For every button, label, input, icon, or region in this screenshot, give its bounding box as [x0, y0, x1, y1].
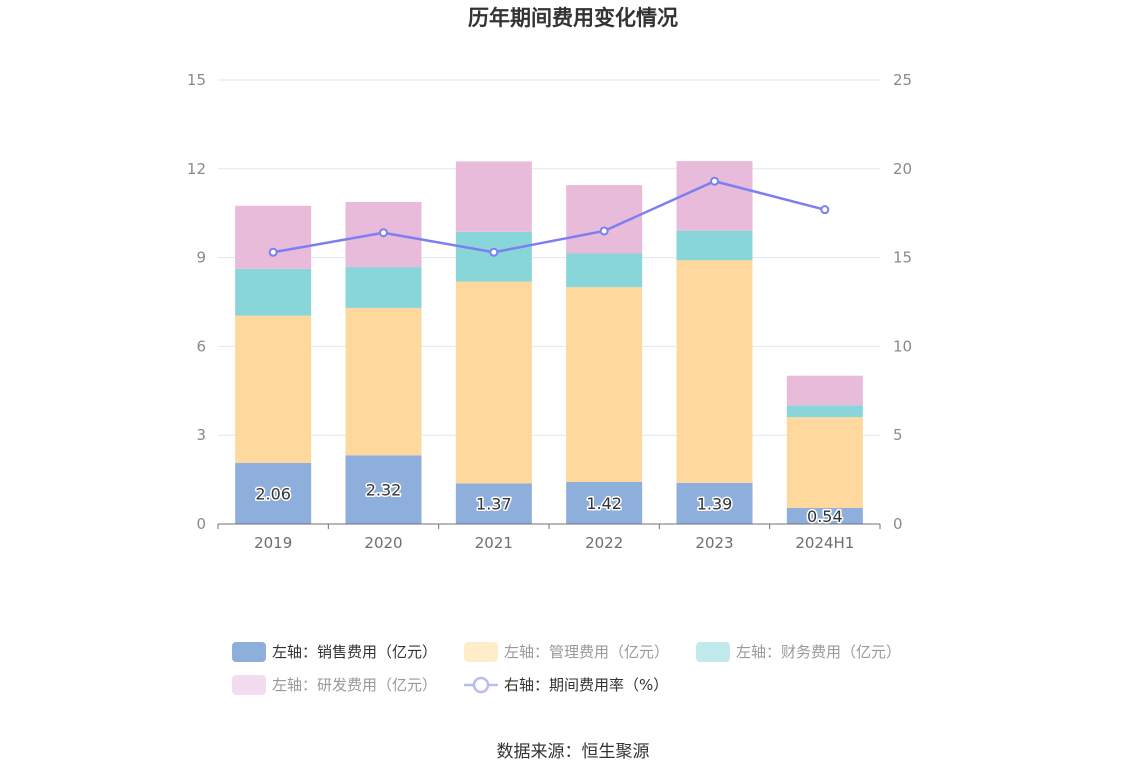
bar-series	[235, 161, 863, 524]
bar-segment	[235, 463, 312, 524]
bar-segment	[566, 287, 643, 482]
y-left-tick-label: 6	[196, 337, 206, 355]
y-right-tick-label: 15	[893, 249, 912, 267]
x-axis-ticks: 2019 2020 2021 2022 2023 2024H1	[217, 524, 881, 552]
x-tick-label: 2024H1	[795, 534, 854, 552]
bar-data-label: 2.32	[366, 481, 402, 500]
y-axis-right-ticks: 0 5 10 15 20 25	[893, 71, 912, 533]
bar-segment	[566, 253, 643, 288]
line-point	[489, 247, 499, 257]
line-point	[710, 176, 719, 186]
legend-label: 左轴：销售费用（亿元）	[272, 643, 437, 661]
y-right-tick-label: 25	[893, 71, 912, 89]
bar-segment	[455, 483, 532, 524]
bar-segment	[676, 260, 753, 483]
bar-data-label: 1.39	[697, 494, 733, 513]
legend-label: 左轴：研发费用（亿元）	[272, 676, 437, 694]
legend-swatch	[464, 642, 498, 662]
bar-data-label: 1.42	[586, 494, 622, 513]
x-tick-label: 2019	[254, 534, 292, 552]
y-left-tick-label: 9	[196, 249, 206, 267]
bar-segment	[786, 417, 863, 509]
bar-data-label: 1.37	[476, 495, 512, 514]
y-left-tick-label: 12	[187, 160, 206, 178]
bar-segment	[455, 161, 532, 232]
legend-swatch	[696, 642, 730, 662]
y-right-tick-label: 10	[893, 337, 912, 355]
bar-segment	[455, 281, 532, 484]
bar-data-label: 0.54	[807, 507, 843, 526]
chart-title: 历年期间费用变化情况	[468, 6, 678, 30]
y-left-tick-label: 0	[196, 515, 206, 533]
legend-marker	[472, 676, 490, 694]
bar-segment	[786, 508, 863, 524]
bar-segment	[345, 455, 422, 524]
bar-segment	[786, 375, 863, 406]
bar-segment	[235, 205, 312, 269]
bar-segment	[235, 315, 312, 464]
legend-label: 左轴：财务费用（亿元）	[736, 643, 901, 661]
bar-segment	[345, 267, 422, 308]
y-right-tick-label: 0	[893, 515, 903, 533]
bar-segment	[345, 307, 422, 456]
bar-segment	[676, 230, 753, 261]
y-axis-left-ticks: 0 3 6 9 12 15	[187, 71, 206, 533]
line-point	[379, 228, 388, 238]
gridlines	[218, 79, 880, 436]
legend-label: 左轴：管理费用（亿元）	[504, 643, 669, 661]
bar-segment	[566, 481, 643, 524]
bar-data-label: 2.06	[255, 485, 291, 504]
line-point	[268, 247, 278, 257]
x-tick-label: 2022	[585, 534, 623, 552]
bar-segment	[676, 161, 753, 231]
legend-label: 右轴：期间费用率（%）	[504, 676, 668, 694]
legend-item[interactable]: 左轴：销售费用（亿元）	[232, 642, 437, 662]
bar-segment	[235, 268, 312, 316]
x-tick-label: 2023	[695, 534, 733, 552]
legend-item[interactable]: 右轴：期间费用率（%）	[464, 676, 668, 694]
bar-segment	[676, 482, 753, 524]
legend-item[interactable]: 左轴：管理费用（亿元）	[464, 642, 669, 662]
legend-swatch	[232, 642, 266, 662]
legend-item[interactable]: 左轴：研发费用（亿元）	[232, 675, 437, 695]
line-point	[820, 205, 830, 215]
y-left-tick-label: 15	[187, 71, 206, 89]
y-left-tick-label: 3	[196, 426, 206, 444]
data-source: 数据来源：恒生聚源	[497, 742, 650, 762]
x-tick-label: 2021	[475, 534, 513, 552]
y-right-tick-label: 5	[893, 426, 903, 444]
legend-item[interactable]: 左轴：财务费用（亿元）	[696, 642, 901, 662]
legend-swatch	[232, 675, 266, 695]
y-right-tick-label: 20	[893, 160, 912, 178]
line-point	[599, 226, 609, 236]
legend[interactable]: 左轴：销售费用（亿元） 左轴：管理费用（亿元） 左轴：财务费用（亿元） 左轴：研发费用…	[232, 642, 901, 695]
line-series	[268, 176, 830, 257]
bar-segment	[786, 405, 863, 418]
bar-data-labels: 2.06 2.32 1.37 1.42 1.39 0.54	[254, 479, 844, 527]
x-tick-label: 2020	[364, 534, 402, 552]
line-path	[272, 179, 826, 254]
